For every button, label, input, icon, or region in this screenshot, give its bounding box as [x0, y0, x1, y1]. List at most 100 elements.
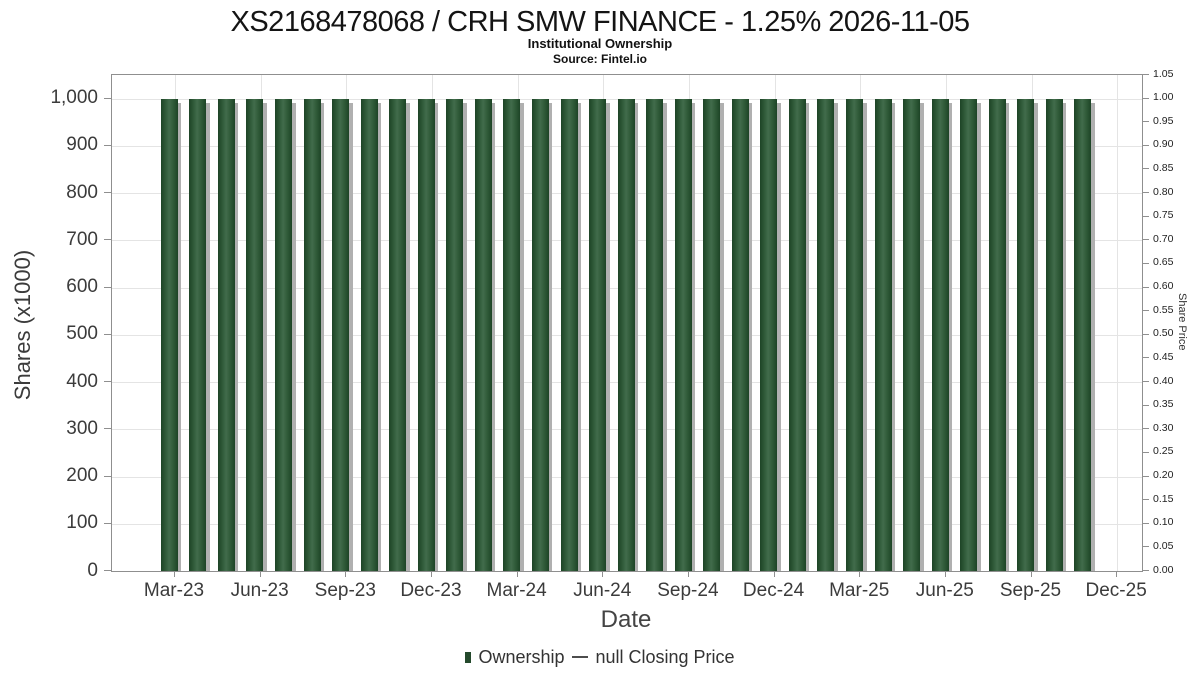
ownership-bar[interactable] — [589, 98, 607, 571]
x-tick-label: Dec-23 — [400, 580, 462, 601]
chart-subtitle: Institutional Ownership — [527, 36, 673, 51]
x-tick — [602, 571, 604, 577]
ownership-bar[interactable] — [531, 98, 549, 571]
x-tick-label: Jun-24 — [573, 580, 632, 601]
y-tick-label-left: 800 — [66, 181, 98, 203]
x-tick — [259, 571, 261, 577]
ownership-bar[interactable] — [560, 98, 578, 571]
x-tick-label: Dec-25 — [1085, 580, 1147, 601]
y-tick-right — [1142, 192, 1149, 194]
y-tick-left — [104, 144, 111, 146]
ownership-bar[interactable] — [246, 98, 264, 571]
ownership-bar[interactable] — [817, 98, 835, 571]
ownership-bar[interactable] — [1074, 98, 1092, 571]
x-tick — [859, 571, 861, 577]
y-tick-right — [1142, 144, 1149, 146]
legend-item-dash[interactable]: null Closing Price — [572, 646, 735, 668]
x-tick — [944, 571, 946, 577]
y-tick-label-right: 1.00 — [1153, 91, 1174, 104]
x-tick-label: Mar-23 — [143, 580, 205, 601]
y-tick-left — [104, 286, 111, 288]
plot-area — [111, 74, 1143, 572]
ownership-bar[interactable] — [1045, 98, 1063, 571]
y-tick-left — [104, 333, 111, 335]
x-tick-label: Jun-25 — [915, 580, 974, 601]
ownership-bar[interactable] — [417, 98, 435, 571]
ownership-bar[interactable] — [332, 98, 350, 571]
ownership-bar[interactable] — [474, 98, 492, 571]
y-tick-label-left: 400 — [66, 370, 98, 392]
y-tick-right — [1142, 451, 1149, 453]
ownership-bar[interactable] — [303, 98, 321, 571]
y-tick-label-right: 0.45 — [1153, 350, 1174, 363]
y-tick-right — [1142, 97, 1149, 99]
x-tick — [430, 571, 432, 577]
y-tick-label-right: 0.60 — [1153, 280, 1174, 293]
ownership-bar[interactable] — [360, 98, 378, 571]
ownership-bar[interactable] — [217, 98, 235, 571]
ownership-bar[interactable] — [960, 98, 978, 571]
y-tick-label-right: 0.30 — [1153, 421, 1174, 434]
y-tick-label-left: 0 — [87, 559, 98, 581]
y-tick-label-left: 600 — [66, 276, 98, 298]
y-axis-title-right: Share Price — [1176, 293, 1188, 351]
ownership-bar[interactable] — [788, 98, 806, 571]
y-tick-right — [1142, 404, 1149, 406]
y-tick-label-left: 700 — [66, 228, 98, 250]
y-tick-label-right: 0.10 — [1153, 516, 1174, 529]
legend-dash-icon — [572, 655, 589, 659]
y-tick-right — [1142, 357, 1149, 359]
y-tick-right — [1142, 286, 1149, 288]
ownership-bar[interactable] — [389, 98, 407, 571]
legend-label: null Closing Price — [595, 646, 735, 667]
ownership-bar[interactable] — [275, 98, 292, 571]
ownership-bar[interactable] — [903, 98, 921, 571]
y-tick-left — [104, 239, 111, 241]
ownership-bar[interactable] — [446, 98, 464, 571]
y-tick-label-right: 0.05 — [1153, 539, 1174, 552]
ownership-bar[interactable] — [674, 98, 692, 571]
ownership-bar[interactable] — [874, 98, 892, 571]
y-tick-right — [1142, 121, 1149, 123]
ownership-bar[interactable] — [731, 98, 749, 571]
legend: Ownership null Closing Price — [0, 644, 1200, 670]
x-tick — [687, 571, 689, 577]
y-tick-label-right: 0.85 — [1153, 161, 1174, 174]
x-tick-label: Dec-24 — [742, 580, 805, 601]
ownership-bar[interactable] — [503, 98, 521, 571]
ownership-bar[interactable] — [1017, 98, 1035, 571]
y-tick-label-right: 1.05 — [1153, 67, 1174, 80]
ownership-bar[interactable] — [703, 98, 721, 571]
legend-item-square[interactable]: Ownership — [465, 647, 564, 668]
x-axis-title: Date — [600, 606, 652, 633]
ownership-bar[interactable] — [931, 98, 949, 571]
y-tick-right — [1142, 499, 1149, 501]
y-tick-right — [1142, 570, 1149, 571]
y-tick-label-right: 0.95 — [1153, 114, 1174, 127]
y-tick-label-left: 200 — [66, 465, 98, 487]
y-tick-right — [1142, 522, 1149, 524]
y-tick-right — [1142, 381, 1149, 383]
ownership-bar[interactable] — [160, 98, 178, 571]
y-tick-label-left: 100 — [66, 512, 98, 534]
ownership-bar[interactable] — [189, 98, 207, 571]
y-tick-left — [104, 570, 111, 571]
y-tick-right — [1142, 428, 1149, 430]
v-gridline — [1117, 75, 1119, 571]
y-tick-label-right: 0.75 — [1153, 209, 1174, 222]
x-tick-label: Mar-25 — [829, 580, 890, 601]
y-tick-label-left: 300 — [66, 417, 98, 439]
x-tick — [1030, 571, 1032, 577]
ownership-bar[interactable] — [760, 98, 778, 571]
ownership-bar[interactable] — [988, 98, 1006, 571]
ownership-bar[interactable] — [846, 98, 863, 571]
y-tick-right — [1142, 74, 1149, 75]
chart-source: Source: Fintel.io — [552, 52, 647, 66]
y-tick-right — [1142, 333, 1149, 335]
y-tick-left — [104, 428, 111, 430]
y-tick-label-right: 0.80 — [1153, 185, 1174, 198]
ownership-bar[interactable] — [646, 98, 664, 571]
x-tick — [516, 571, 518, 577]
ownership-bar[interactable] — [617, 98, 635, 571]
